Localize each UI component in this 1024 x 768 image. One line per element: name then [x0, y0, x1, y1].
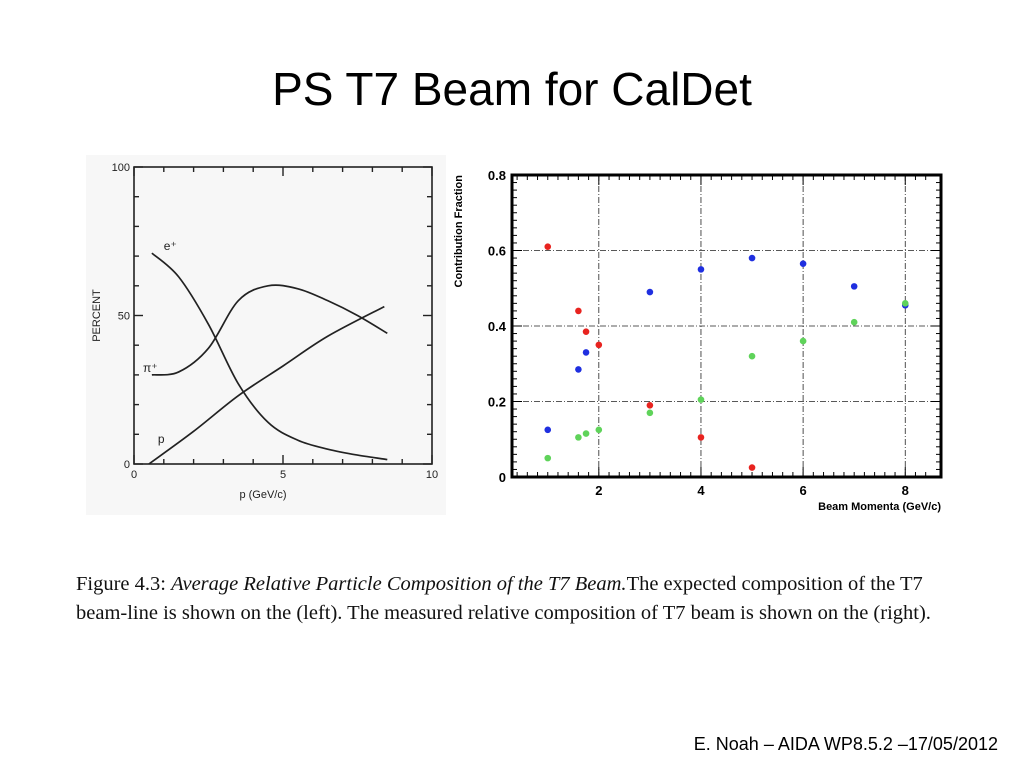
right-data-point-2 [850, 318, 858, 326]
right-y-tick-label: 0.2 [488, 395, 506, 410]
right-data-point-2 [901, 300, 909, 307]
left-x-tick-label: 0 [131, 469, 137, 481]
right-data-point-0 [646, 401, 654, 409]
right-data-point-2 [575, 434, 582, 441]
left-x-tick-label: 5 [280, 469, 286, 481]
right-data-point-1 [697, 266, 705, 273]
right-data-point-2 [646, 409, 654, 417]
left-y-tick-label: 50 [118, 311, 130, 323]
left-series-label-2: p [158, 432, 165, 446]
right-y-tick-label: 0.6 [488, 244, 506, 259]
left-y-tick-label: 100 [112, 162, 130, 174]
right-data-point-1 [799, 260, 807, 268]
measured-composition-chart: 2 4 6 8 0 0.2 0.4 0.6 0.8 Beam Momenta (GeV/c) Con… [453, 168, 943, 513]
caption-text: The expected composition of the T7 beam-… [76, 573, 931, 624]
left-series-label-0: e⁺ [164, 239, 177, 253]
right-y-tick-label: 0 [499, 470, 506, 485]
left-series-line-0 [151, 252, 388, 461]
right-data-point-2 [799, 337, 807, 345]
right-data-point-1 [544, 426, 552, 434]
right-data-point-1 [582, 349, 590, 356]
right-x-tick-label: 8 [902, 483, 909, 498]
right-y-tick-label: 0.4 [488, 319, 507, 334]
right-data-point-2 [582, 430, 590, 437]
left-y-tick-label: 0 [124, 459, 130, 471]
left-chart-background [86, 155, 446, 515]
right-data-point-0 [582, 328, 590, 335]
right-data-point-1 [748, 254, 756, 262]
right-x-tick-label: 2 [595, 483, 602, 498]
right-data-point-2 [544, 454, 552, 462]
right-data-point-1 [575, 366, 582, 373]
left-series-line-2 [148, 305, 385, 465]
left-x-axis-label: p (GeV/c) [239, 489, 286, 501]
right-plot-frame [510, 173, 943, 479]
right-data-point-2 [748, 352, 756, 360]
caption-label: Figure 4.3: [76, 573, 166, 595]
right-data-point-2 [595, 426, 603, 434]
right-data-point-0 [575, 307, 582, 315]
slide-footer: E. Noah – AIDA WP8.5.2 –17/05/2012 [693, 734, 998, 754]
left-series-line-1 [151, 284, 388, 376]
left-series-label-1: π⁺ [143, 361, 158, 375]
right-data-point-0 [697, 434, 705, 441]
caption-title: Average Relative Particle Composition of… [171, 573, 627, 595]
right-y-axis-label: Contribution Fraction [453, 175, 465, 288]
right-x-tick-label: 6 [799, 483, 806, 498]
right-y-tick-label: 0.8 [488, 168, 506, 183]
right-data-point-2 [697, 396, 705, 403]
right-data-point-0 [748, 464, 756, 471]
left-y-axis-label: PERCENT [91, 289, 103, 342]
left-x-tick-label: 10 [426, 469, 438, 481]
right-x-axis-label: Beam Momenta (GeV/c) [818, 501, 941, 513]
slide-title: PS T7 Beam for CalDet [272, 63, 752, 115]
right-x-tick-label: 4 [697, 483, 705, 498]
right-data-point-0 [595, 341, 603, 349]
figure-caption: Figure 4.3: Average Relative Particle Co… [76, 570, 966, 628]
right-data-point-0 [544, 243, 552, 251]
right-data-point-1 [850, 283, 858, 290]
right-data-point-1 [646, 288, 654, 296]
